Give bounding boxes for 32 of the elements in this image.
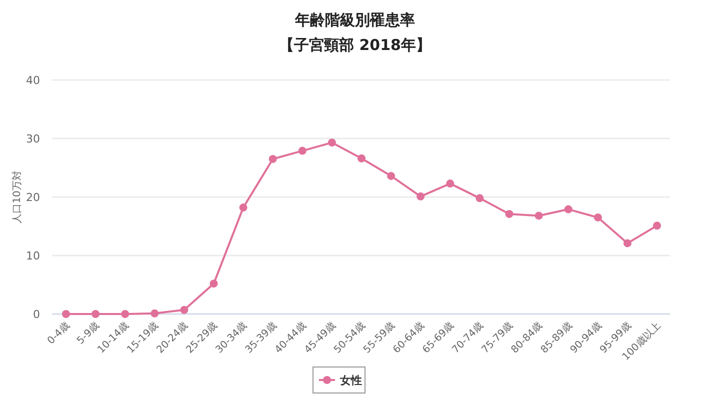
y-tick-label: 10 [26,250,40,262]
point [505,210,514,218]
chart-title: 年齢階級別罹患率 [294,11,415,29]
point [150,309,159,318]
point [416,192,425,200]
chart-subtitle: 【子宮頸部 2018年】 [279,36,431,54]
point [92,310,100,318]
point [623,239,632,248]
point [180,306,188,314]
y-tick-label: 40 [26,74,40,87]
x-tick-label: 5-9歳 [74,320,102,347]
point [328,138,336,147]
point [298,146,306,155]
point [387,172,396,180]
point [239,204,248,212]
y-tick-label: 30 [26,132,40,146]
point [534,212,543,220]
y-tick-label: 0 [33,308,40,321]
point [121,310,130,318]
point [62,310,70,318]
point [653,222,661,230]
x-tick-label: 0-4歳 [45,320,72,347]
legend-label: 女性 [339,374,362,387]
point [594,213,602,222]
point [358,154,366,162]
point [476,194,484,202]
point [268,154,277,163]
point [210,280,218,288]
point [564,205,572,214]
y-tick-label: 20 [26,191,40,204]
y-axis-title: 人口10万対 [11,170,23,224]
point [446,180,454,188]
